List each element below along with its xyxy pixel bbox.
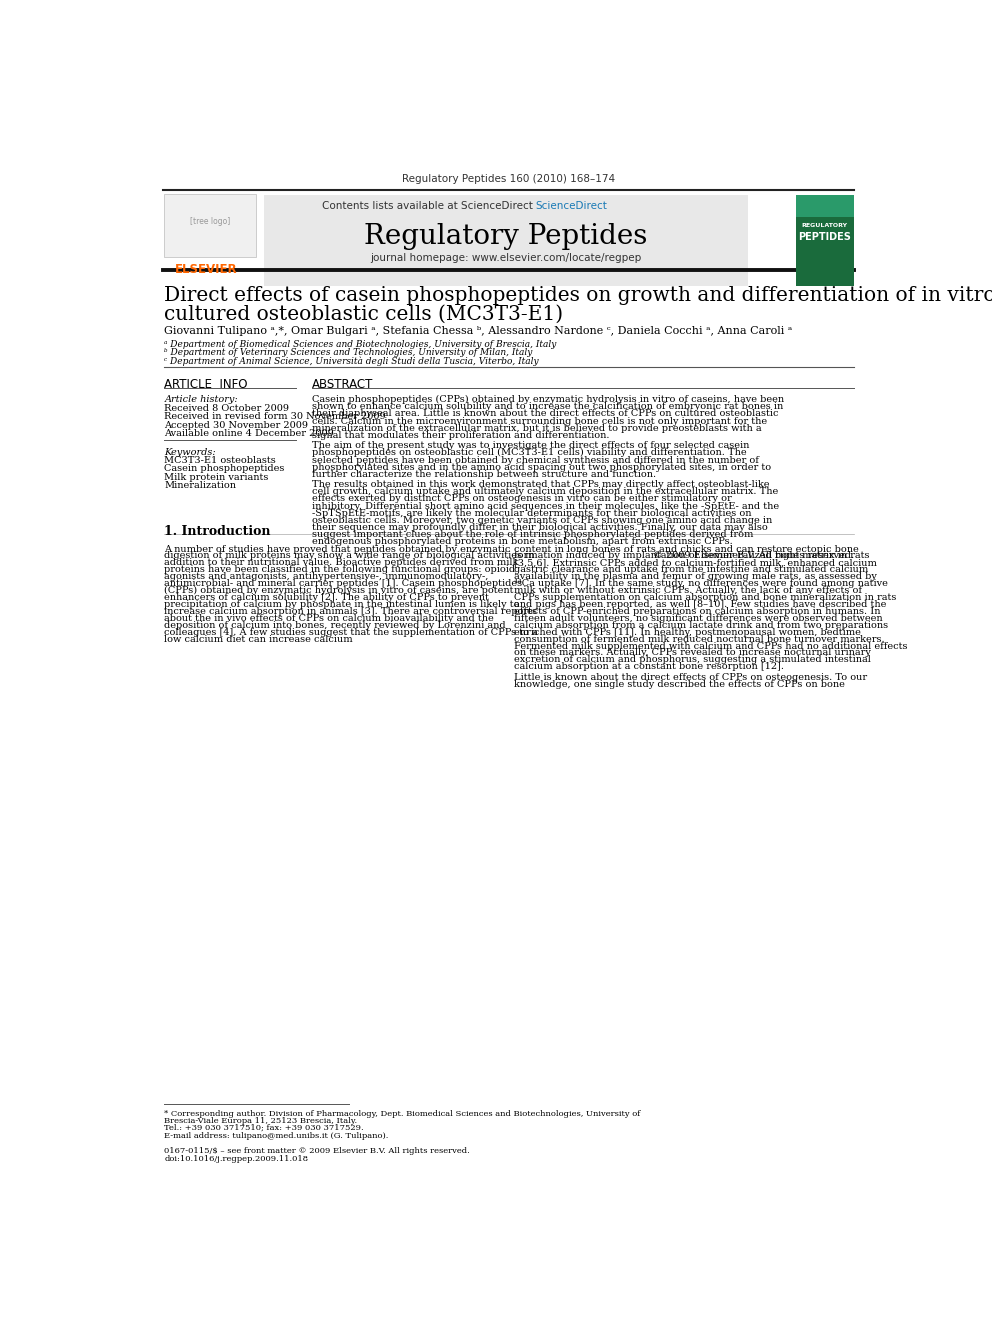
Text: REGULATORY: REGULATORY	[802, 222, 847, 228]
Text: E-mail address: tulipano@med.unibs.it (G. Tulipano).: E-mail address: tulipano@med.unibs.it (G…	[165, 1132, 389, 1140]
Text: PEPTIDES: PEPTIDES	[799, 232, 851, 242]
Text: antimicrobial- and mineral carrier peptides [1]. Casein phosphopeptides: antimicrobial- and mineral carrier pepti…	[165, 579, 523, 589]
Text: increase calcium absorption in animals [3]. There are controversial reports: increase calcium absorption in animals […	[165, 607, 538, 617]
Text: precipitation of calcium by phosphate in the intestinal lumen is likely to: precipitation of calcium by phosphate in…	[165, 599, 520, 609]
Text: effects exerted by distinct CPPs on osteogenesis in vitro can be either stimulat: effects exerted by distinct CPPs on oste…	[311, 495, 731, 504]
Text: -SpTSpEtE-motifs, are likely the molecular determinants for their biological act: -SpTSpEtE-motifs, are likely the molecul…	[311, 509, 751, 517]
FancyBboxPatch shape	[796, 194, 854, 286]
Text: signal that modulates their proliferation and differentiation.: signal that modulates their proliferatio…	[311, 431, 609, 441]
Text: CPPs supplementation on calcium absorption and bone mineralization in rats: CPPs supplementation on calcium absorpti…	[514, 593, 896, 602]
Text: Fermented milk supplemented with calcium and CPPs had no additional effects: Fermented milk supplemented with calcium…	[514, 642, 908, 651]
Text: Received 8 October 2009: Received 8 October 2009	[165, 404, 290, 413]
Text: Regulatory Peptides: Regulatory Peptides	[364, 222, 647, 250]
Text: phosphopeptides on osteoblastic cell (MC3T3-E1 cells) viability and differentiat: phosphopeptides on osteoblastic cell (MC…	[311, 448, 746, 458]
Text: Casein phosphopeptides (CPPs) obtained by enzymatic hydrolysis in vitro of casei: Casein phosphopeptides (CPPs) obtained b…	[311, 396, 784, 405]
Text: knowledge, one single study described the effects of CPPs on bone: knowledge, one single study described th…	[514, 680, 845, 689]
Text: The results obtained in this work demonstrated that CPPs may directly affect ost: The results obtained in this work demons…	[311, 480, 769, 490]
Text: MC3T3-E1 osteoblasts: MC3T3-E1 osteoblasts	[165, 456, 276, 464]
Text: agonists and antagonists, antihypertensive-, immunomodulatory-,: agonists and antagonists, antihypertensi…	[165, 573, 489, 581]
Text: Direct effects of casein phosphopeptides on growth and differentiation of in vit: Direct effects of casein phosphopeptides…	[165, 286, 992, 304]
Text: (CPPs) obtained by enzymatic hydrolysis in vitro of caseins, are potent: (CPPs) obtained by enzymatic hydrolysis …	[165, 586, 514, 595]
Text: ARTICLE  INFO: ARTICLE INFO	[165, 378, 248, 392]
Text: 1. Introduction: 1. Introduction	[165, 524, 271, 537]
Text: Accepted 30 November 2009: Accepted 30 November 2009	[165, 421, 309, 430]
Text: on these markers. Actually, CPPs revealed to increase nocturnal urinary: on these markers. Actually, CPPs reveale…	[514, 648, 871, 658]
Text: Mineralization: Mineralization	[165, 482, 236, 491]
Text: ELSEVIER: ELSEVIER	[175, 263, 237, 275]
Text: ScienceDirect: ScienceDirect	[536, 201, 607, 212]
Text: about the in vivo effects of CPPs on calcium bioavailability and the: about the in vivo effects of CPPs on cal…	[165, 614, 494, 623]
Text: journal homepage: www.elsevier.com/locate/regpep: journal homepage: www.elsevier.com/locat…	[370, 254, 641, 263]
Text: Keywords:: Keywords:	[165, 447, 216, 456]
Text: The aim of the present study was to investigate the direct effects of four selec: The aim of the present study was to inve…	[311, 441, 749, 450]
Text: ᵃ Department of Biomedical Sciences and Biotechnologies, University of Brescia, : ᵃ Department of Biomedical Sciences and …	[165, 340, 557, 349]
Text: doi:10.1016/j.regpep.2009.11.018: doi:10.1016/j.regpep.2009.11.018	[165, 1155, 309, 1163]
FancyBboxPatch shape	[165, 194, 256, 257]
Text: and pigs has been reported, as well [8–10]. Few studies have described the: and pigs has been reported, as well [8–1…	[514, 599, 886, 609]
Text: colleagues [4]. A few studies suggest that the supplementation of CPPs to a: colleagues [4]. A few studies suggest th…	[165, 627, 539, 636]
Text: [tree logo]: [tree logo]	[189, 217, 230, 225]
Text: [3,5,6]. Extrinsic CPPs added to calcium-fortified milk, enhanced calcium: [3,5,6]. Extrinsic CPPs added to calcium…	[514, 558, 877, 568]
Text: Giovanni Tulipano ᵃ,*, Omar Bulgari ᵃ, Stefania Chessa ᵇ, Alessandro Nardone ᶜ, : Giovanni Tulipano ᵃ,*, Omar Bulgari ᵃ, S…	[165, 325, 793, 336]
Text: fifteen adult volunteers, no significant differences were observed between: fifteen adult volunteers, no significant…	[514, 614, 883, 623]
Text: * Corresponding author. Division of Pharmacology, Dept. Biomedical Sciences and : * Corresponding author. Division of Phar…	[165, 1110, 641, 1118]
Text: Regulatory Peptides 160 (2010) 168–174: Regulatory Peptides 160 (2010) 168–174	[402, 175, 615, 184]
Text: ⁴⁴Ca uptake [7]. In the same study, no differences were found among native: ⁴⁴Ca uptake [7]. In the same study, no d…	[514, 579, 888, 589]
Text: Little is known about the direct effects of CPPs on osteogenesis. To our: Little is known about the direct effects…	[514, 673, 867, 683]
Text: © 2009 Elsevier B.V. All rights reserved.: © 2009 Elsevier B.V. All rights reserved…	[653, 550, 854, 560]
Text: Brescia-Viale Europa 11, 25123 Brescia, Italy.: Brescia-Viale Europa 11, 25123 Brescia, …	[165, 1117, 357, 1125]
Text: low calcium diet can increase calcium: low calcium diet can increase calcium	[165, 635, 353, 643]
Text: digestion of milk proteins may show a wide range of biological activities in: digestion of milk proteins may show a wi…	[165, 552, 535, 561]
Text: Tel.: +39 030 3717510; fax: +39 030 3717529.: Tel.: +39 030 3717510; fax: +39 030 3717…	[165, 1123, 364, 1131]
FancyBboxPatch shape	[264, 194, 748, 286]
Text: Milk protein variants: Milk protein variants	[165, 472, 269, 482]
Text: their sequence may profoundly differ in their biological activities. Finally, ou: their sequence may profoundly differ in …	[311, 523, 767, 532]
Text: calcium absorption from a calcium lactate drink and from two preparations: calcium absorption from a calcium lactat…	[514, 620, 888, 630]
Text: calcium absorption at a constant bone resorption [12].: calcium absorption at a constant bone re…	[514, 663, 784, 671]
Text: Available online 4 December 2009: Available online 4 December 2009	[165, 429, 334, 438]
Text: Casein phosphopeptides: Casein phosphopeptides	[165, 464, 285, 474]
Text: Received in revised form 30 November 2009: Received in revised form 30 November 200…	[165, 411, 386, 421]
Text: Contents lists available at ScienceDirect: Contents lists available at ScienceDirec…	[322, 201, 534, 212]
Text: ᵇ Department of Veterinary Sciences and Technologies, University of Milan, Italy: ᵇ Department of Veterinary Sciences and …	[165, 348, 533, 357]
Text: their diaphyseal area. Little is known about the direct effects of CPPs on cultu: their diaphyseal area. Little is known a…	[311, 410, 778, 418]
Text: consumption of fermented milk reduced nocturnal bone turnover markers.: consumption of fermented milk reduced no…	[514, 635, 885, 643]
Text: enhancers of calcium solubility [2]. The ability of CPPs to prevent: enhancers of calcium solubility [2]. The…	[165, 593, 489, 602]
Text: phosphorylated sites and in the amino acid spacing out two phosphorylated sites,: phosphorylated sites and in the amino ac…	[311, 463, 771, 472]
Text: endogenous phosphorylated proteins in bone metabolism, apart from extrinsic CPPs: endogenous phosphorylated proteins in bo…	[311, 537, 732, 546]
Text: cells. Calcium in the microenvironment surrounding bone cells is not only import: cells. Calcium in the microenvironment s…	[311, 417, 767, 426]
Text: mineralization of the extracellular matrix, but it is believed to provide preost: mineralization of the extracellular matr…	[311, 423, 761, 433]
Text: further characterize the relationship between structure and function.: further characterize the relationship be…	[311, 470, 656, 479]
Text: suggest important clues about the role of intrinsic phosphorylated peptides deri: suggest important clues about the role o…	[311, 531, 753, 540]
Text: ABSTRACT: ABSTRACT	[311, 378, 373, 392]
FancyBboxPatch shape	[796, 194, 854, 217]
Text: ᶜ Department of Animal Science, Università degli Studi della Tuscia, Viterbo, It: ᶜ Department of Animal Science, Universi…	[165, 357, 539, 366]
Text: availability in the plasma and femur of growing male rats, as assessed by: availability in the plasma and femur of …	[514, 573, 877, 581]
Text: deposition of calcium into bones, recently reviewed by Lorenzini and: deposition of calcium into bones, recent…	[165, 620, 506, 630]
Text: osteoblastic cells. Moreover, two genetic variants of CPPs showing one amino aci: osteoblastic cells. Moreover, two geneti…	[311, 516, 772, 525]
Text: selected peptides have been obtained by chemical synthesis and differed in the n: selected peptides have been obtained by …	[311, 455, 759, 464]
Text: enriched with CPPs [11]. In healthy, postmenopausal women, bedtime: enriched with CPPs [11]. In healthy, pos…	[514, 627, 861, 636]
Text: inhibitory. Differential short amino acid sequences in their molecules, like the: inhibitory. Differential short amino aci…	[311, 501, 779, 511]
Text: Article history:: Article history:	[165, 396, 238, 404]
Text: excretion of calcium and phosphorus, suggesting a stimulated intestinal: excretion of calcium and phosphorus, sug…	[514, 655, 871, 664]
Text: 0167-0115/$ – see front matter © 2009 Elsevier B.V. All rights reserved.: 0167-0115/$ – see front matter © 2009 El…	[165, 1147, 470, 1155]
Text: addition to their nutritional value. Bioactive peptides derived from milk: addition to their nutritional value. Bio…	[165, 558, 519, 568]
Text: cell growth, calcium uptake and ultimately calcium deposition in the extracellul: cell growth, calcium uptake and ultimate…	[311, 487, 778, 496]
Text: proteins have been classified in the following functional groups: opioid: proteins have been classified in the fol…	[165, 565, 516, 574]
Text: cultured osteoblastic cells (MC3T3-E1): cultured osteoblastic cells (MC3T3-E1)	[165, 304, 563, 323]
Text: gastric clearance and uptake from the intestine and stimulated calcium: gastric clearance and uptake from the in…	[514, 565, 868, 574]
Text: A number of studies have proved that peptides obtained by enzymatic: A number of studies have proved that pep…	[165, 545, 511, 553]
Text: effects of CPP-enriched preparations on calcium absorption in humans. In: effects of CPP-enriched preparations on …	[514, 607, 880, 617]
Text: formation induced by implantation of demineralized bone matrix in rats: formation induced by implantation of dem…	[514, 552, 869, 561]
Text: shown to enhance calcium solubility and to increase the calcification of embryon: shown to enhance calcium solubility and …	[311, 402, 783, 411]
Text: content in long bones of rats and chicks and can restore ectopic bone: content in long bones of rats and chicks…	[514, 545, 858, 553]
Text: milk with or without extrinsic CPPs. Actually, the lack of any effects of: milk with or without extrinsic CPPs. Act…	[514, 586, 862, 595]
